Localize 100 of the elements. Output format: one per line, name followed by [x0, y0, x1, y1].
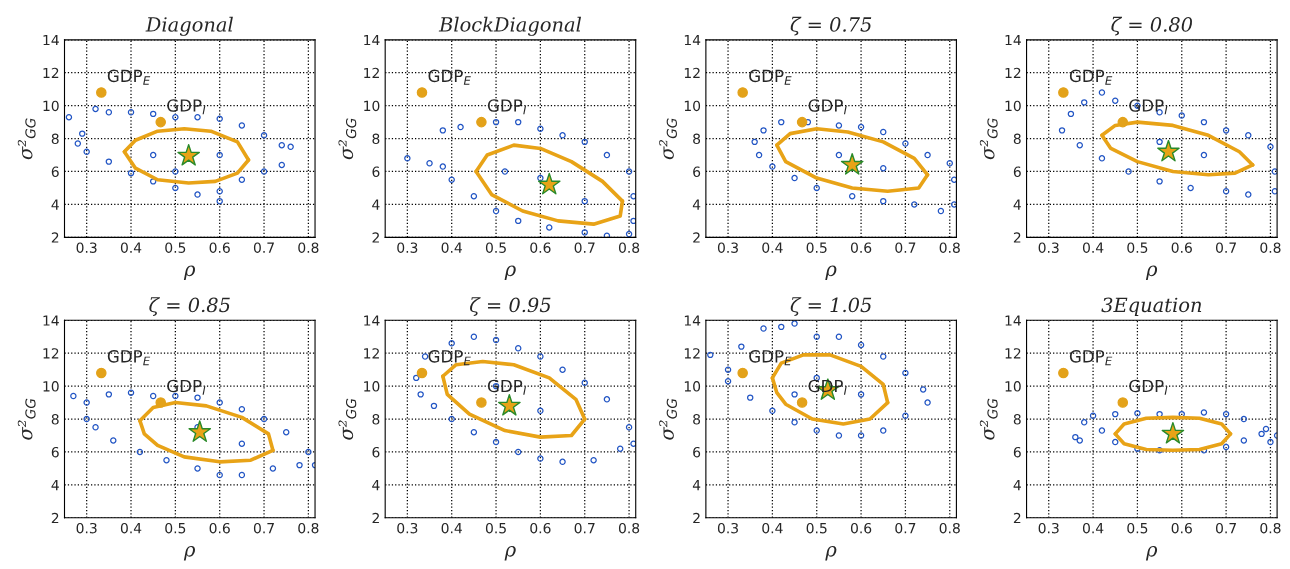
x-tick-label: 0.3 [397, 242, 418, 253]
x-tick-label: 0.8 [1260, 242, 1281, 253]
y-tick-label: 8 [372, 414, 380, 425]
y-tick-label: 4 [51, 199, 59, 210]
y-tick-label: 10 [1005, 100, 1021, 112]
x-tick-label: 0.5 [165, 522, 186, 534]
y-tick-label: 12 [1005, 348, 1021, 359]
series-label: GDP$_{I}$ [167, 379, 206, 395]
x-axis-title: ρ [504, 265, 516, 281]
x-tick-label: 0.7 [574, 522, 595, 534]
x-tick-label: 0.4 [1082, 242, 1104, 253]
x-tick-label: 0.6 [850, 522, 872, 534]
y-tick-label: 6 [51, 446, 59, 458]
x-axis-title: ρ [183, 546, 196, 561]
x-tick-label: 0.6 [1171, 242, 1192, 253]
x-tick-label: 0.4 [120, 242, 142, 253]
y-tick-label: 8 [51, 414, 59, 425]
x-tick-label: 0.7 [1215, 242, 1236, 253]
y-tick-label: 10 [364, 381, 380, 392]
x-axis-title: ρ [825, 546, 837, 561]
y-tick-label: 10 [1005, 381, 1021, 392]
y-tick-label: 2 [693, 512, 700, 524]
x-tick-label: 0.5 [1127, 522, 1148, 534]
y-tick-label: 6 [693, 446, 701, 458]
y-tick-label: 4 [692, 199, 701, 210]
y-tick-label: 6 [693, 166, 701, 177]
chart-title: Diagonal [145, 16, 233, 36]
x-tick-label: 0.7 [253, 242, 274, 253]
series-label: GDP$_{I}$ [808, 99, 847, 115]
chart-title: ζ = 0.85 [149, 297, 230, 317]
y-tick-label: 12 [43, 348, 59, 359]
y-tick-label: 2 [372, 232, 379, 243]
series-label: GDP$_{I}$ [487, 99, 527, 115]
y-axis-title: σ²$_{GG}$ [659, 398, 677, 440]
y-tick-label: 6 [372, 166, 380, 177]
x-tick-label: 0.6 [530, 242, 551, 253]
x-tick-label: 0.4 [441, 242, 462, 253]
y-tick-label: 2 [693, 232, 700, 243]
x-tick-label: 0.7 [253, 522, 274, 534]
chart-title: ζ = 0.80 [1111, 16, 1193, 36]
x-tick-label: 0.4 [1082, 522, 1104, 534]
x-axis-title: ρ [825, 265, 837, 281]
x-tick-label: 0.4 [441, 522, 462, 534]
y-tick-label: 2 [51, 512, 59, 524]
y-tick-label: 4 [372, 199, 380, 210]
x-tick-label: 0.7 [574, 242, 595, 253]
y-tick-label: 8 [1013, 133, 1021, 145]
y-tick-label: 8 [51, 133, 59, 145]
x-tick-label: 0.4 [762, 522, 783, 534]
y-tick-label: 4 [1013, 199, 1021, 210]
x-tick-label: 0.3 [717, 242, 738, 253]
x-tick-label: 0.3 [1038, 522, 1059, 534]
x-tick-label: 0.4 [120, 522, 142, 534]
chart-title: ζ = 0.75 [790, 16, 872, 36]
series-label: GDP$_{I}$ [1129, 379, 1168, 395]
y-tick-label: 14 [364, 34, 380, 46]
series-label: GDP$_{E}$ [428, 69, 471, 85]
y-tick-label: 6 [51, 166, 59, 177]
y-tick-label: 8 [1013, 414, 1021, 425]
x-tick-label: 0.4 [762, 242, 783, 253]
y-tick-label: 4 [692, 480, 701, 491]
y-tick-label: 2 [1013, 512, 1021, 524]
x-tick-label: 0.5 [806, 242, 827, 253]
y-tick-label: 14 [364, 315, 380, 326]
x-tick-label: 0.3 [76, 522, 97, 534]
y-tick-label: 8 [693, 133, 701, 145]
x-tick-label: 0.8 [618, 522, 640, 534]
chart-title: 3Equation [1101, 297, 1202, 316]
x-axis-title: ρ [504, 546, 516, 561]
x-tick-label: 0.5 [1127, 242, 1148, 253]
series-label: GDP$_{I}$ [1129, 99, 1168, 115]
y-tick-label: 4 [51, 480, 59, 491]
chart-title: BlockDiagonal [438, 16, 582, 36]
x-tick-label: 0.6 [209, 522, 230, 534]
series-label: GDP$_{E}$ [1069, 350, 1113, 366]
series-label: GDP$_{E}$ [1069, 69, 1113, 85]
y-tick-label: 8 [693, 414, 701, 425]
y-tick-label: 12 [684, 67, 700, 79]
y-tick-label: 10 [364, 100, 380, 112]
x-tick-label: 0.3 [76, 242, 97, 253]
series-label: GDP$_{E}$ [107, 350, 151, 366]
x-tick-label: 0.5 [485, 522, 506, 534]
chart-title: ζ = 1.05 [790, 297, 872, 317]
chart-title: ζ = 0.95 [470, 297, 551, 317]
x-tick-label: 0.6 [850, 242, 872, 253]
y-tick-label: 12 [364, 67, 379, 79]
x-tick-label: 0.8 [298, 242, 319, 253]
y-tick-label: 6 [372, 446, 380, 458]
y-tick-label: 12 [43, 67, 59, 79]
x-tick-label: 0.7 [895, 522, 916, 534]
x-tick-label: 0.5 [165, 242, 186, 253]
y-tick-label: 14 [1005, 315, 1021, 326]
y-tick-label: 14 [1005, 34, 1021, 46]
y-tick-label: 14 [43, 34, 59, 46]
y-tick-label: 4 [372, 480, 380, 491]
y-tick-label: 4 [1013, 480, 1021, 491]
x-tick-label: 0.7 [1215, 522, 1236, 534]
x-axis-title: ρ [1145, 546, 1158, 561]
x-tick-label: 0.3 [717, 522, 738, 534]
x-tick-label: 0.8 [298, 522, 319, 534]
